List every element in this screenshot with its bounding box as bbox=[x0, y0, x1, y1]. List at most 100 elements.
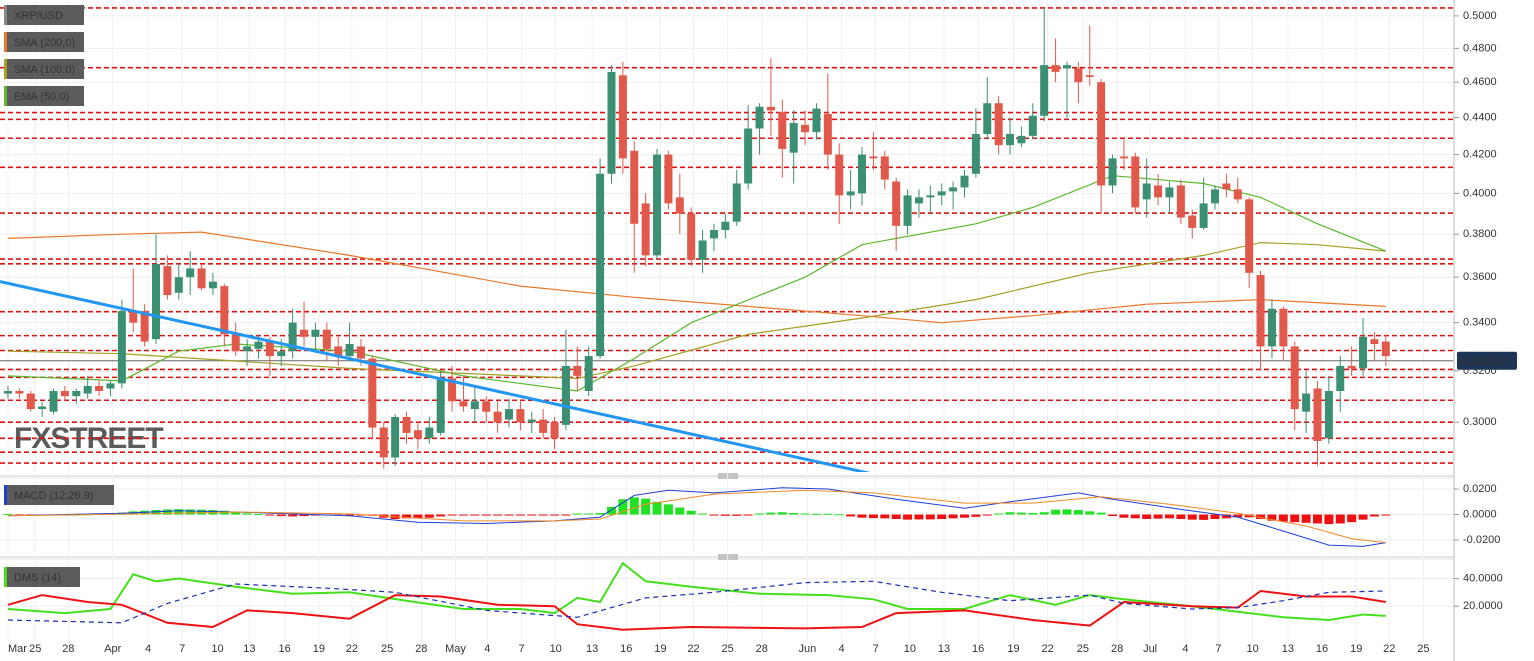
candle-body bbox=[812, 108, 821, 133]
candle-body bbox=[95, 385, 104, 392]
histogram-bar bbox=[641, 498, 651, 515]
candle-body bbox=[117, 311, 126, 384]
legend-box bbox=[4, 59, 84, 79]
histogram-bar bbox=[1210, 514, 1220, 519]
candle-body bbox=[584, 356, 593, 392]
histogram-bar bbox=[561, 514, 571, 516]
histogram-bar bbox=[891, 514, 901, 519]
dms-line bbox=[7, 589, 1386, 631]
candle-body bbox=[573, 365, 582, 376]
histogram-bar bbox=[971, 514, 981, 517]
legend-swatch bbox=[4, 59, 7, 79]
candle-body bbox=[732, 183, 741, 222]
candle-body bbox=[1336, 365, 1345, 392]
histogram-bar bbox=[550, 514, 560, 516]
histogram-bar bbox=[743, 514, 753, 516]
histogram-bar bbox=[1369, 514, 1379, 517]
candle-body bbox=[1381, 341, 1390, 357]
y-tick-label: 0.0000 bbox=[1463, 508, 1497, 520]
histogram-bar bbox=[880, 514, 890, 519]
x-tick-label: 28 bbox=[415, 643, 427, 655]
candle-body bbox=[1062, 65, 1071, 69]
candle-body bbox=[937, 191, 946, 196]
x-tick-label: 25 bbox=[29, 643, 41, 655]
histogram-bar bbox=[663, 504, 673, 515]
histogram-bar bbox=[242, 513, 252, 515]
candle-body bbox=[539, 419, 548, 433]
x-tick-label: 19 bbox=[313, 643, 325, 655]
x-tick-label: 16 bbox=[620, 643, 632, 655]
candle-body bbox=[311, 329, 320, 337]
x-tick-label: 7 bbox=[518, 643, 524, 655]
macd-line bbox=[7, 487, 1386, 547]
candle-body bbox=[561, 365, 570, 425]
histogram-bar bbox=[789, 513, 799, 515]
legend-label: DMS (14) bbox=[14, 572, 61, 584]
histogram-bar bbox=[413, 514, 423, 519]
candle-body bbox=[83, 385, 92, 394]
histogram-bar bbox=[937, 514, 947, 519]
candle-body bbox=[1119, 156, 1128, 159]
y-tick-label: 0.3600 bbox=[1463, 271, 1497, 283]
x-tick-label: 16 bbox=[972, 643, 984, 655]
candle-body bbox=[994, 103, 1003, 146]
histogram-bar bbox=[493, 514, 503, 516]
histogram-bar bbox=[1028, 513, 1038, 515]
candle-body bbox=[174, 277, 183, 293]
candle-body bbox=[983, 103, 992, 135]
candle-body bbox=[1017, 135, 1026, 144]
histogram-bar bbox=[1039, 512, 1049, 515]
histogram-bar bbox=[1153, 514, 1163, 519]
trendline bbox=[0, 280, 871, 472]
x-tick-label: 16 bbox=[279, 643, 291, 655]
histogram-bar bbox=[1051, 509, 1061, 515]
candle-body bbox=[641, 203, 650, 256]
x-tick-label: Mar bbox=[8, 643, 27, 655]
macd-panel bbox=[3, 487, 1391, 547]
histogram-bar bbox=[481, 514, 491, 516]
candle-body bbox=[618, 75, 627, 159]
histogram-bar bbox=[1130, 514, 1140, 519]
histogram-bar bbox=[276, 514, 286, 517]
dms-panel bbox=[7, 562, 1386, 631]
histogram-bar bbox=[698, 513, 708, 515]
histogram-bar bbox=[846, 514, 856, 517]
candle-body bbox=[1131, 156, 1140, 208]
candle-body bbox=[914, 197, 923, 204]
candle-body bbox=[1302, 393, 1311, 412]
candle-body bbox=[152, 264, 161, 340]
histogram-bar bbox=[1073, 510, 1083, 515]
candle-body bbox=[208, 281, 217, 289]
legend-swatch bbox=[4, 5, 7, 25]
candle-body bbox=[436, 378, 445, 433]
histogram-bar bbox=[755, 513, 765, 515]
candle-body bbox=[1188, 215, 1197, 228]
histogram-bar bbox=[14, 514, 24, 516]
candle-body bbox=[288, 322, 297, 352]
histogram-bar bbox=[527, 514, 537, 516]
histogram-bar bbox=[868, 514, 878, 519]
candle-body bbox=[858, 154, 867, 194]
legend-box bbox=[4, 86, 84, 106]
histogram-bar bbox=[686, 510, 696, 515]
histogram-bar bbox=[572, 513, 582, 515]
candle-body bbox=[789, 123, 798, 153]
x-tick-label: 22 bbox=[1041, 643, 1053, 655]
price-panel: FXSTREET bbox=[0, 7, 1453, 472]
x-tick-label: 25 bbox=[381, 643, 393, 655]
x-tick-label: 10 bbox=[1246, 643, 1258, 655]
histogram-bar bbox=[151, 510, 161, 515]
y-tick-label: 0.3000 bbox=[1463, 416, 1497, 428]
candle-body bbox=[220, 286, 229, 335]
candle-body bbox=[698, 240, 707, 260]
candle-body bbox=[835, 154, 844, 196]
x-tick-label: 19 bbox=[1007, 643, 1019, 655]
histogram-bar bbox=[265, 514, 275, 516]
x-tick-label: 4 bbox=[145, 643, 151, 655]
legend-swatch bbox=[4, 485, 7, 505]
candle-body bbox=[391, 416, 400, 458]
candle-body bbox=[3, 391, 12, 394]
legend-box bbox=[4, 485, 114, 505]
candle-body bbox=[1142, 183, 1151, 200]
